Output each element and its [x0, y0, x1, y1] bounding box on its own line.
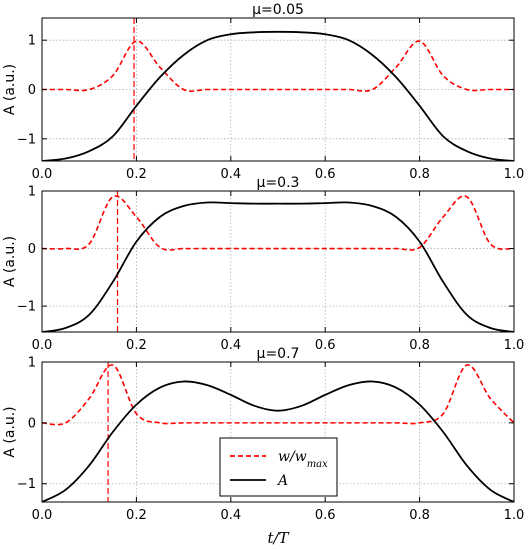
- x-tick-label: 0.8: [409, 338, 430, 353]
- series-a-line: [42, 201, 514, 332]
- x-tick-label: 0.8: [409, 508, 430, 523]
- x-tick-label: 0.8: [409, 167, 430, 182]
- x-tick-label: 1.0: [504, 508, 525, 523]
- y-tick-label: −1: [17, 132, 36, 147]
- y-tick-label: 1: [28, 356, 36, 371]
- x-tick-label: 0.0: [32, 508, 53, 523]
- x-tick-label: 1.0: [504, 338, 525, 353]
- series-w-line: [42, 195, 514, 251]
- legend-box: [219, 437, 338, 497]
- axes-frame: [41, 361, 515, 503]
- y-tick-label: −1: [17, 477, 36, 492]
- x-tick-label: 0.4: [220, 508, 241, 523]
- y-tick-label: 1: [28, 34, 36, 49]
- y-tick-label: 0: [28, 242, 36, 257]
- x-tick-label: 1.0: [504, 167, 525, 182]
- series-w-line: [42, 364, 514, 426]
- y-axis-label: A (a.u.): [2, 236, 18, 287]
- y-tick-label: −1: [17, 300, 36, 315]
- y-tick-label: 0: [28, 83, 36, 98]
- y-axis-label: A (a.u.): [2, 64, 18, 115]
- x-tick-label: 0.0: [32, 167, 53, 182]
- x-tick-label: 0.4: [220, 167, 241, 182]
- x-tick-label: 0.0: [32, 338, 53, 353]
- x-tick-label: 0.2: [126, 338, 147, 353]
- y-tick-label: 0: [28, 416, 36, 431]
- panel-title: μ=0.3: [257, 175, 300, 191]
- x-tick-label: 0.4: [220, 338, 241, 353]
- y-axis-label: A (a.u.): [2, 406, 18, 457]
- x-tick-label: 0.6: [315, 508, 336, 523]
- x-tick-label: 0.2: [126, 508, 147, 523]
- series-w-line: [42, 40, 514, 92]
- x-tick-label: 0.2: [126, 167, 147, 182]
- x-tick-label: 0.6: [315, 338, 336, 353]
- series-a-line: [42, 30, 514, 161]
- axes-frame: [41, 190, 515, 333]
- x-axis-label: t/T: [267, 529, 289, 547]
- series-a-line: [42, 380, 514, 502]
- y-tick-label: 1: [28, 185, 36, 200]
- x-tick-label: 0.6: [315, 167, 336, 182]
- legend-label: A: [276, 473, 288, 489]
- panel-title: μ=0.05: [252, 2, 304, 18]
- panel-title: μ=0.7: [257, 346, 300, 362]
